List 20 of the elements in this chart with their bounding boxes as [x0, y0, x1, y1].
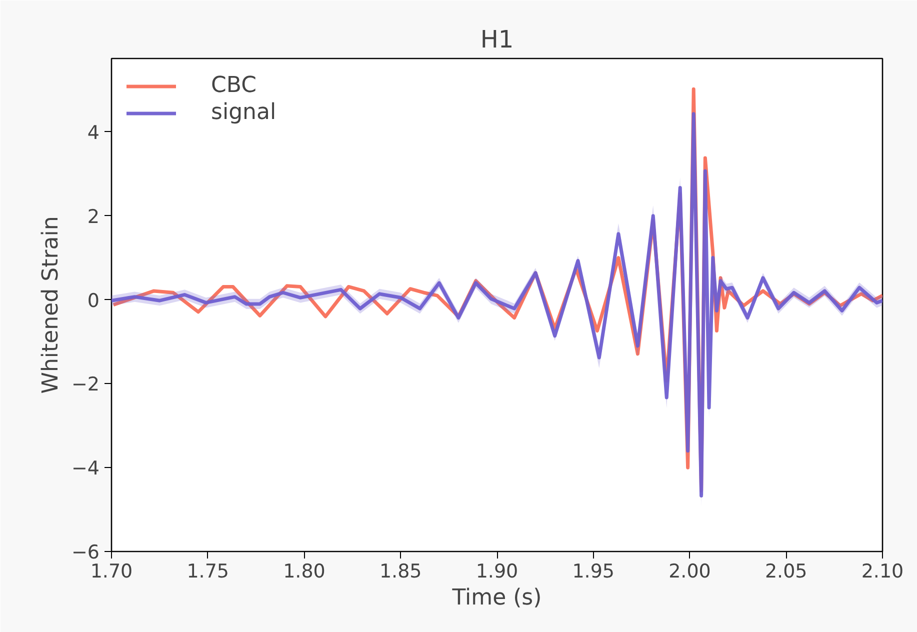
x-tick-label: 2.05 [764, 560, 808, 582]
y-tick-label: −6 [71, 542, 100, 564]
y-tick-label: 4 [87, 122, 100, 144]
y-axis-title: Whitened Strain [38, 216, 64, 394]
x-tick-label: 1.80 [283, 560, 326, 582]
legend-label: signal [211, 100, 276, 125]
x-tick-label: 2.00 [668, 560, 711, 582]
y-tick-label: 2 [87, 206, 100, 228]
x-tick-label: 1.85 [379, 560, 422, 582]
x-tick-label: 2.10 [861, 560, 904, 582]
legend-label: CBC [211, 73, 256, 98]
x-tick-label: 1.95 [572, 560, 615, 582]
x-tick-label: 1.75 [186, 560, 230, 582]
y-tick-label: 0 [87, 290, 100, 312]
x-axis-title: Time (s) [451, 586, 542, 610]
y-tick-label: −4 [71, 458, 100, 480]
chart-title: H1 [480, 26, 514, 54]
y-tick-label: −2 [71, 374, 100, 396]
x-tick-label: 1.70 [90, 560, 133, 582]
x-tick-label: 1.90 [476, 560, 518, 582]
